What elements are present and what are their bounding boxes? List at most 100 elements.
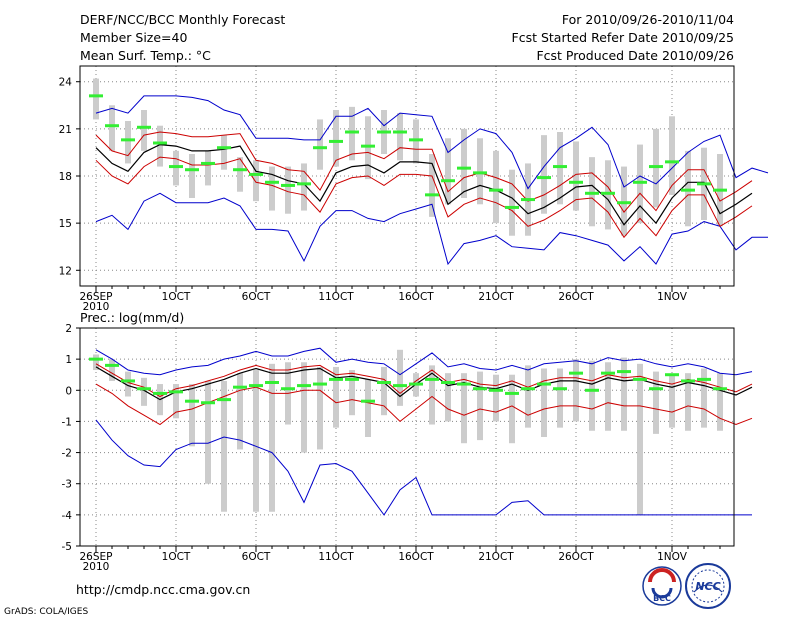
temp-median-mark xyxy=(505,205,519,209)
temperature-y-axis: 12 15 18 21 24 xyxy=(59,77,80,277)
temp-median-mark xyxy=(697,182,711,186)
precip-x-tick-label: 1OCT xyxy=(162,551,191,563)
precip-median-mark xyxy=(233,385,247,389)
temp-median-mark xyxy=(553,165,567,169)
precip-y-tick-label: -2 xyxy=(62,448,72,460)
temp-median-mark xyxy=(137,125,151,129)
precip-median-mark xyxy=(153,391,167,395)
temp-median-mark xyxy=(121,138,135,142)
precip-x-tick-label: 11OCT xyxy=(318,551,354,563)
temp-ensemble-box xyxy=(685,150,691,227)
precip-y-tick-label: 1 xyxy=(65,354,72,366)
precip-x-axis: 26SEP 1OCT 6OCT 11OCT 16OCT 21OCT 26OCT 1NOV 201… xyxy=(80,546,721,573)
ncc-logo: NCC xyxy=(685,563,731,609)
temp-ensemble-box xyxy=(205,150,211,186)
precip-ensemble-box xyxy=(141,377,147,406)
precip-ensemble-box xyxy=(125,371,131,397)
temp-median-mark xyxy=(473,171,487,175)
temp-median-mark xyxy=(617,201,631,205)
temp-median-mark xyxy=(649,165,663,169)
temp-ensemble-box xyxy=(669,116,675,195)
precip-ensemble-box xyxy=(717,373,723,431)
precip-ensemble-box xyxy=(621,357,627,431)
temp-ensemble-box xyxy=(301,163,307,211)
precip-y-tick-label: -5 xyxy=(62,541,72,553)
precip-boxes xyxy=(93,349,723,515)
temperature-medians xyxy=(89,94,727,209)
precip-median-mark xyxy=(89,357,103,361)
temp-median-mark xyxy=(265,180,279,184)
precip-median-mark xyxy=(409,382,423,386)
temp-median-mark xyxy=(441,179,455,183)
temp-ensemble-box xyxy=(397,113,403,161)
precip-ensemble-box xyxy=(589,360,595,431)
precip-median-mark xyxy=(105,363,119,367)
temp-x-year-label: 2010 xyxy=(83,301,110,313)
precip-ensemble-box xyxy=(189,384,195,447)
temp-x-tick-label: 6OCT xyxy=(242,291,271,303)
temp-median-mark xyxy=(537,176,551,180)
precip-ensemble-box xyxy=(493,374,499,422)
temp-median-mark xyxy=(633,180,647,184)
precip-median-mark xyxy=(713,387,727,391)
precip-median-mark xyxy=(617,370,631,374)
temp-ensemble-box xyxy=(653,128,659,208)
temp-median-mark xyxy=(361,144,375,148)
forecast-period: For 2010/09/26-2010/11/04 xyxy=(562,12,734,27)
precip-y-tick-label: -3 xyxy=(62,479,72,491)
temp-ensemble-box xyxy=(349,106,355,161)
temp-lower-bound-line xyxy=(95,192,768,266)
temp-ensemble-box xyxy=(461,128,467,198)
temp-median-mark xyxy=(489,188,503,192)
temp-y-tick-label: 21 xyxy=(59,124,72,136)
precip-x-tick-label: 26OCT xyxy=(558,551,594,563)
temp-x-tick-label: 16OCT xyxy=(398,291,434,303)
precip-ensemble-box xyxy=(701,368,707,428)
precip-y-tick-label: 0 xyxy=(65,385,72,397)
temp-ensemble-box xyxy=(109,105,115,151)
precip-median-mark xyxy=(585,388,599,392)
temp-median-mark xyxy=(681,188,695,192)
precip-median-mark xyxy=(265,381,279,384)
precip-median-mark xyxy=(441,381,455,384)
precip-ensemble-box xyxy=(557,368,563,428)
precip-median-mark xyxy=(473,387,487,391)
precip-y-axis: -5 -4 -3 -2 -1 0 1 2 xyxy=(62,323,80,553)
precip-ensemble-box xyxy=(525,365,531,428)
source-url[interactable]: http://cmdp.ncc.cma.gov.cn xyxy=(76,582,250,597)
temp-median-mark xyxy=(665,160,679,164)
temp-y-tick-label: 24 xyxy=(59,77,73,89)
precip-median-mark xyxy=(601,371,615,375)
temp-median-mark xyxy=(89,94,103,98)
precip-y-tick-label: -4 xyxy=(62,510,73,522)
precip-ensemble-box xyxy=(637,363,643,515)
precip-ensemble-box xyxy=(349,370,355,416)
temp-median-mark xyxy=(153,141,167,145)
precip-ensemble-box xyxy=(477,371,483,441)
precip-ensemble-box xyxy=(685,373,691,431)
bcc-logo: BCC xyxy=(642,566,682,606)
precip-ensemble-box xyxy=(365,379,371,437)
temp-x-tick-label: 26SEP xyxy=(80,291,113,303)
precip-ensemble-box xyxy=(173,384,179,419)
precip-median-mark xyxy=(377,381,391,384)
precip-ensemble-box xyxy=(253,370,259,512)
precipitation-panel: -5 -4 -3 -2 -1 0 1 2 26SEP 1OCT 6OCT 11OCT 16OCT 21O… xyxy=(62,323,753,573)
temp-ensemble-box xyxy=(253,160,259,202)
temp-ensemble-box xyxy=(493,150,499,224)
precip-ensemble-box xyxy=(237,373,243,450)
produced-date: Fcst Produced Date 2010/09/26 xyxy=(536,48,734,63)
temp-ensemble-box xyxy=(637,144,643,224)
precip-ensemble-box xyxy=(381,366,387,416)
precip-median-mark xyxy=(249,384,263,388)
precip-median-mark xyxy=(569,371,583,375)
precip-x-tick-label: 1NOV xyxy=(657,551,688,563)
temp-median-mark xyxy=(409,138,423,142)
precip-ensemble-box xyxy=(205,380,211,484)
precip-medians xyxy=(89,357,727,405)
precip-ensemble-box xyxy=(461,373,467,444)
temp-y-tick-label: 12 xyxy=(59,265,72,277)
temp-x-tick-label: 26OCT xyxy=(558,291,594,303)
temp-ensemble-box xyxy=(429,154,435,217)
precip-x-tick-label: 16OCT xyxy=(398,551,434,563)
